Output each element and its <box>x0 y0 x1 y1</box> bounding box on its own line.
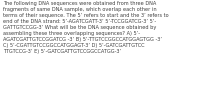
Text: The following DNA sequences were obtained from three DNA
fragments of same DNA s: The following DNA sequences were obtaine… <box>3 1 168 54</box>
